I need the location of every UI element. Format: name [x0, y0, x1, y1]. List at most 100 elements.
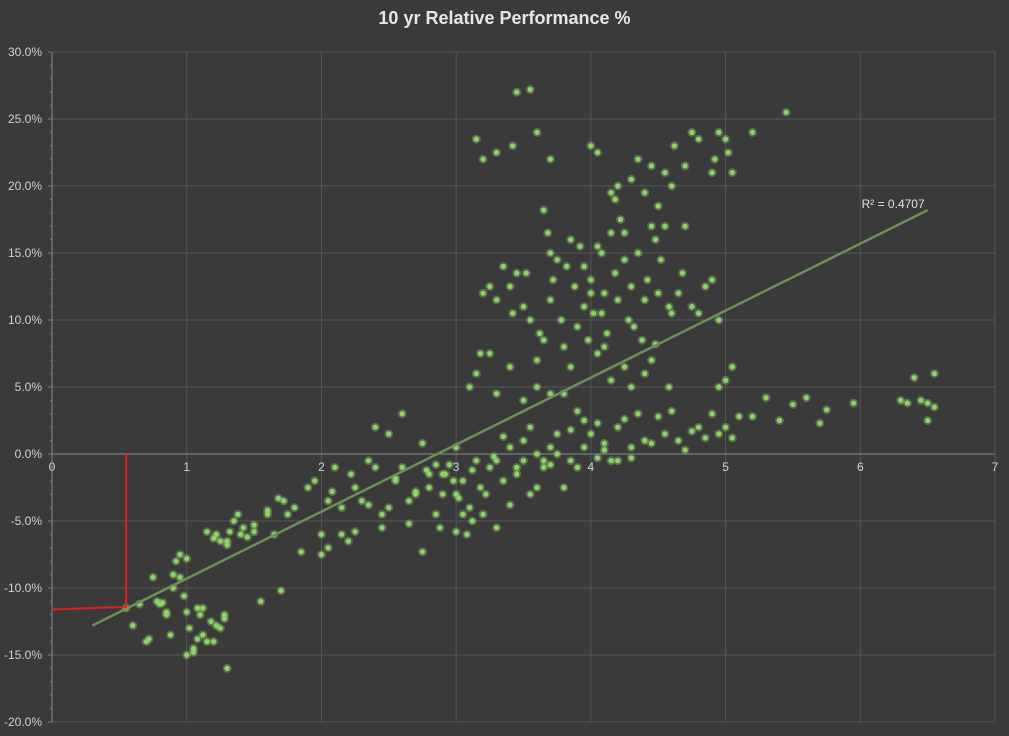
data-point	[507, 444, 513, 450]
data-point	[446, 462, 453, 468]
data-point	[500, 478, 506, 484]
data-point	[213, 622, 219, 629]
data-point	[534, 484, 540, 491]
data-point	[527, 317, 533, 323]
data-point	[325, 545, 331, 551]
data-point	[709, 170, 715, 176]
data-point	[722, 136, 729, 142]
data-point	[628, 455, 634, 461]
data-point	[204, 529, 210, 535]
data-point	[722, 424, 729, 430]
data-point	[339, 531, 345, 538]
data-point	[406, 498, 412, 504]
data-point	[469, 518, 475, 524]
data-point	[824, 407, 830, 413]
data-point	[399, 411, 405, 417]
data-point	[669, 408, 675, 414]
data-point	[208, 618, 214, 625]
data-point	[621, 416, 628, 422]
data-point	[666, 304, 672, 310]
data-point	[682, 163, 688, 169]
overlays: R² = 0.4707	[51, 197, 929, 627]
data-point	[898, 397, 904, 403]
data-point	[608, 458, 614, 464]
data-point	[642, 438, 648, 444]
data-point	[507, 364, 513, 370]
data-point	[392, 475, 399, 481]
y-tick-label: -20.0%	[4, 715, 42, 729]
data-point	[460, 511, 466, 517]
data-point	[662, 170, 668, 176]
data-point	[803, 395, 810, 401]
data-point	[186, 625, 193, 631]
data-point	[480, 156, 486, 162]
data-point	[671, 143, 677, 149]
data-point	[617, 216, 624, 223]
data-point	[550, 277, 556, 283]
data-point	[520, 438, 527, 444]
y-tick-label: 25.0%	[8, 112, 42, 126]
data-point	[669, 183, 675, 189]
data-point	[662, 223, 668, 229]
marker-line	[51, 454, 128, 611]
data-point	[177, 574, 183, 580]
data-point	[547, 297, 554, 303]
data-point	[507, 283, 513, 290]
data-point	[379, 525, 385, 531]
data-point	[696, 136, 702, 142]
data-point	[467, 505, 473, 511]
data-point	[167, 632, 174, 638]
data-point	[628, 283, 634, 290]
data-point	[534, 129, 540, 135]
data-point	[604, 330, 610, 336]
data-point	[608, 190, 614, 196]
data-point	[635, 411, 641, 417]
data-point	[925, 417, 931, 424]
data-point	[568, 364, 574, 370]
data-point	[235, 511, 241, 517]
y-tick-label: -5.0%	[11, 514, 43, 528]
data-point	[487, 350, 493, 357]
data-point	[298, 549, 304, 555]
data-point	[493, 458, 500, 464]
data-point	[729, 435, 735, 441]
data-point	[157, 601, 163, 607]
data-point	[675, 290, 682, 296]
data-point	[325, 498, 331, 504]
data-point	[231, 518, 237, 524]
data-point	[594, 149, 601, 156]
data-point	[608, 377, 614, 383]
x-tick-label: 3	[453, 460, 460, 474]
data-point	[537, 330, 543, 336]
data-point	[173, 558, 179, 564]
data-point	[648, 163, 655, 169]
data-point	[419, 549, 426, 555]
data-point	[312, 478, 318, 484]
y-axis-ticks: -20.0% -15.0% -10.0% -5.0% 0.0% 5.0% 10.0% 15.0…	[4, 45, 42, 729]
y-tick-label: 10.0%	[8, 313, 42, 327]
data-point	[181, 593, 187, 599]
data-point	[473, 371, 479, 377]
data-point	[635, 156, 641, 162]
data-point	[655, 203, 661, 209]
data-point	[931, 371, 937, 377]
data-point	[372, 424, 378, 430]
data-point	[345, 538, 351, 544]
x-tick-label: 4	[588, 460, 595, 474]
y-tick-label: -15.0%	[4, 648, 42, 662]
data-point	[547, 156, 554, 162]
data-point	[749, 129, 756, 135]
data-point	[729, 170, 735, 176]
data-point	[655, 413, 661, 420]
data-point	[689, 428, 695, 434]
data-point	[621, 257, 628, 263]
data-point	[642, 371, 648, 377]
data-point	[547, 444, 554, 450]
data-point	[437, 525, 443, 531]
data-point	[285, 511, 291, 517]
x-tick-label: 6	[857, 460, 864, 474]
y-tick-label: 0.0%	[15, 447, 43, 461]
data-point	[601, 447, 607, 453]
data-point	[736, 413, 742, 420]
data-point	[783, 109, 789, 115]
